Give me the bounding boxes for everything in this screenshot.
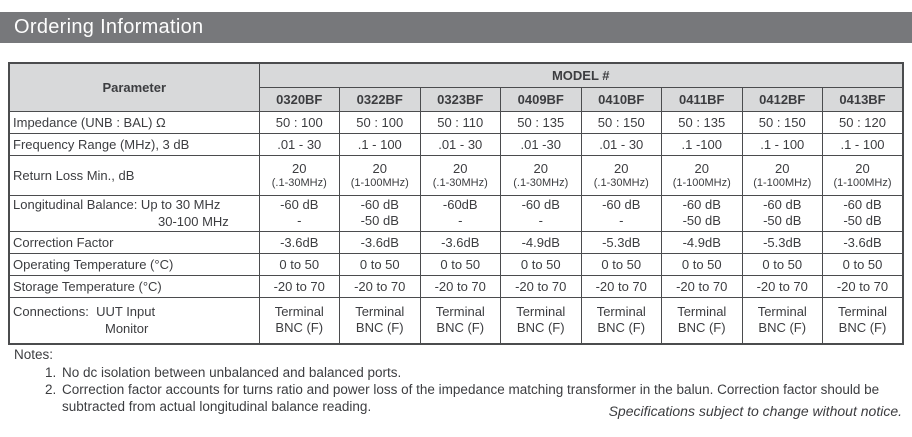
ordering-information-table: Parameter MODEL # 0320BF 0322BF 0323BF 0… [8, 62, 904, 345]
spec-cell: 20 (1-100MHz) [661, 154, 743, 196]
table-row-longitudinal-balance: Longitudinal Balance: Up to 30 MHz 30-10… [8, 194, 904, 232]
spec-cell: Terminal BNC (F) [661, 296, 743, 344]
spec-cell: 50 : 100 [258, 110, 340, 134]
spec-cell: 50 : 150 [580, 110, 662, 134]
spec-cell: -60dB - [419, 194, 501, 232]
spec-cell: -20 to 70 [500, 274, 582, 298]
spec-cell: .01 - 30 [419, 132, 501, 156]
spec-cell: 50 : 135 [500, 110, 582, 134]
model-header-0322bf: 0322BF [339, 86, 421, 112]
spec-cell: 20 (1-100MHz) [822, 154, 904, 196]
spec-cell: -3.6dB [419, 230, 501, 254]
table-row-frequency-range: Frequency Range (MHz), 3 dB .01 - 30 .1 … [8, 132, 904, 156]
spec-cell: .01 - 30 [258, 132, 340, 156]
spec-cell: 20 (1-100MHz) [339, 154, 421, 196]
row-label-operating-temperature: Operating Temperature (°C) [8, 252, 260, 276]
spec-cell: -60 dB -50 dB [741, 194, 823, 232]
table-row-impedance: Impedance (UNB : BAL) Ω 50 : 100 50 : 10… [8, 110, 904, 134]
spec-cell: .1 -100 [661, 132, 743, 156]
model-header-0411bf: 0411BF [661, 86, 743, 112]
spec-cell: -5.3dB [580, 230, 662, 254]
spec-cell: -20 to 70 [580, 274, 662, 298]
notes-heading: Notes: [14, 347, 54, 362]
row-label-impedance: Impedance (UNB : BAL) Ω [8, 110, 260, 134]
notes-list: No dc isolation between unbalanced and b… [14, 364, 890, 415]
spec-cell: -4.9dB [500, 230, 582, 254]
specifications-disclaimer: Specifications subject to change without… [608, 403, 902, 419]
spec-cell: -3.6dB [822, 230, 904, 254]
spec-cell: -3.6dB [339, 230, 421, 254]
spec-cell: Terminal BNC (F) [419, 296, 501, 344]
model-group-header: MODEL # [258, 62, 904, 88]
spec-cell: -60 dB - [580, 194, 662, 232]
spec-cell: -60 dB -50 dB [339, 194, 421, 232]
row-label-frequency-range: Frequency Range (MHz), 3 dB [8, 132, 260, 156]
row-label-longitudinal-balance: Longitudinal Balance: Up to 30 MHz 30-10… [8, 194, 260, 232]
model-header-0410bf: 0410BF [580, 86, 662, 112]
spec-cell: -3.6dB [258, 230, 340, 254]
spec-cell: -60 dB - [500, 194, 582, 232]
spec-cell: 50 : 110 [419, 110, 501, 134]
spec-cell: -60 dB -50 dB [822, 194, 904, 232]
model-header-0323bf: 0323BF [419, 86, 501, 112]
spec-cell: Terminal BNC (F) [339, 296, 421, 344]
spec-cell: 0 to 50 [741, 252, 823, 276]
spec-cell: 0 to 50 [419, 252, 501, 276]
spec-cell: Terminal BNC (F) [741, 296, 823, 344]
spec-cell: Terminal BNC (F) [500, 296, 582, 344]
spec-cell: 20 (.1-30MHz) [419, 154, 501, 196]
spec-cell: 0 to 50 [258, 252, 340, 276]
spec-cell: -20 to 70 [419, 274, 501, 298]
table-row-correction-factor: Correction Factor -3.6dB -3.6dB -3.6dB -… [8, 230, 904, 254]
spec-cell: 0 to 50 [339, 252, 421, 276]
spec-cell: -5.3dB [741, 230, 823, 254]
model-header-0413bf: 0413BF [822, 86, 904, 112]
spec-cell: -20 to 70 [661, 274, 743, 298]
spec-cell: 0 to 50 [580, 252, 662, 276]
row-label-correction-factor: Correction Factor [8, 230, 260, 254]
notes-section: Notes: No dc isolation between unbalance… [14, 346, 894, 415]
note-item: No dc isolation between unbalanced and b… [60, 364, 890, 381]
spec-cell: .1 - 100 [822, 132, 904, 156]
spec-cell: 20 (.1-30MHz) [258, 154, 340, 196]
spec-cell: .01 -30 [500, 132, 582, 156]
table-row-return-loss: Return Loss Min., dB 20 (.1-30MHz) 20 (1-1… [8, 154, 904, 196]
spec-cell: 0 to 50 [661, 252, 743, 276]
parameter-column-header: Parameter [8, 62, 260, 112]
spec-cell: -60 dB -50 dB [661, 194, 743, 232]
spec-cell: Terminal BNC (F) [580, 296, 662, 344]
spec-cell: 50 : 100 [339, 110, 421, 134]
spec-cell: 50 : 135 [661, 110, 743, 134]
spec-cell: -20 to 70 [339, 274, 421, 298]
spec-cell: Terminal BNC (F) [822, 296, 904, 344]
table-row-operating-temperature: Operating Temperature (°C) 0 to 50 0 to … [8, 252, 904, 276]
spec-cell: -20 to 70 [822, 274, 904, 298]
section-title-bar: Ordering Information [0, 12, 912, 43]
note-item: Correction factor accounts for turns rat… [60, 381, 890, 415]
spec-cell: 50 : 150 [741, 110, 823, 134]
row-label-storage-temperature: Storage Temperature (°C) [8, 274, 260, 298]
model-header-0320bf: 0320BF [258, 86, 340, 112]
spec-cell: .01 - 30 [580, 132, 662, 156]
spec-cell: 50 : 120 [822, 110, 904, 134]
spec-cell: -20 to 70 [258, 274, 340, 298]
model-header-0412bf: 0412BF [741, 86, 823, 112]
spec-cell: -20 to 70 [741, 274, 823, 298]
page-title: Ordering Information [14, 16, 204, 38]
spec-cell: 0 to 50 [822, 252, 904, 276]
table-row-storage-temperature: Storage Temperature (°C) -20 to 70 -20 t… [8, 274, 904, 298]
row-label-connections: Connections: UUT Input Monitor [8, 296, 260, 344]
model-header-0409bf: 0409BF [500, 86, 582, 112]
spec-cell: 0 to 50 [500, 252, 582, 276]
table-row-connections: Connections: UUT Input Monitor Terminal B… [8, 296, 904, 344]
spec-cell: .1 - 100 [741, 132, 823, 156]
spec-cell: Terminal BNC (F) [258, 296, 340, 344]
row-label-return-loss: Return Loss Min., dB [8, 154, 260, 196]
spec-cell: 20 (.1-30MHz) [580, 154, 662, 196]
spec-cell: 20 (1-100MHz) [741, 154, 823, 196]
spec-cell: -60 dB - [258, 194, 340, 232]
spec-cell: 20 (.1-30MHz) [500, 154, 582, 196]
spec-cell: -4.9dB [661, 230, 743, 254]
spec-cell: .1 - 100 [339, 132, 421, 156]
